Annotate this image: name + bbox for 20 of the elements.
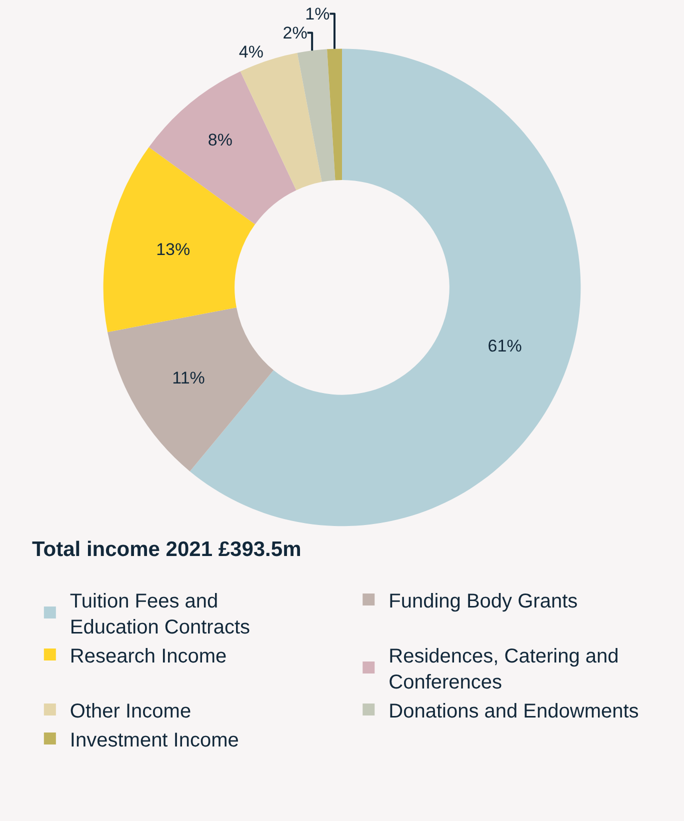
donut-slice [104,147,256,332]
legend-label: Residences, Catering and Conferences [388,645,619,694]
data-label: 11% [172,368,205,388]
donut-slice [297,49,336,182]
data-label: 2% [282,23,308,42]
legend-label: Donations and Endowments [388,700,639,722]
data-label: 61% [488,336,522,356]
legend-label: Investment Income [70,729,239,752]
donut-slice [108,308,274,472]
donut-slice [327,48,342,180]
data-label: 8% [208,130,232,150]
legend-label: Tuition Fees and Education Contracts [70,590,250,638]
donut-slice [148,71,296,224]
data-label: 1% [305,4,330,24]
legend-label: Other Income [70,700,192,722]
data-label: 13% [156,240,190,260]
data-label: 4% [238,42,264,62]
legend-label: Research Income [70,645,227,668]
text: Total income 2021 £393.5m [32,538,302,561]
legend-label: Funding Body Grants [388,590,578,612]
